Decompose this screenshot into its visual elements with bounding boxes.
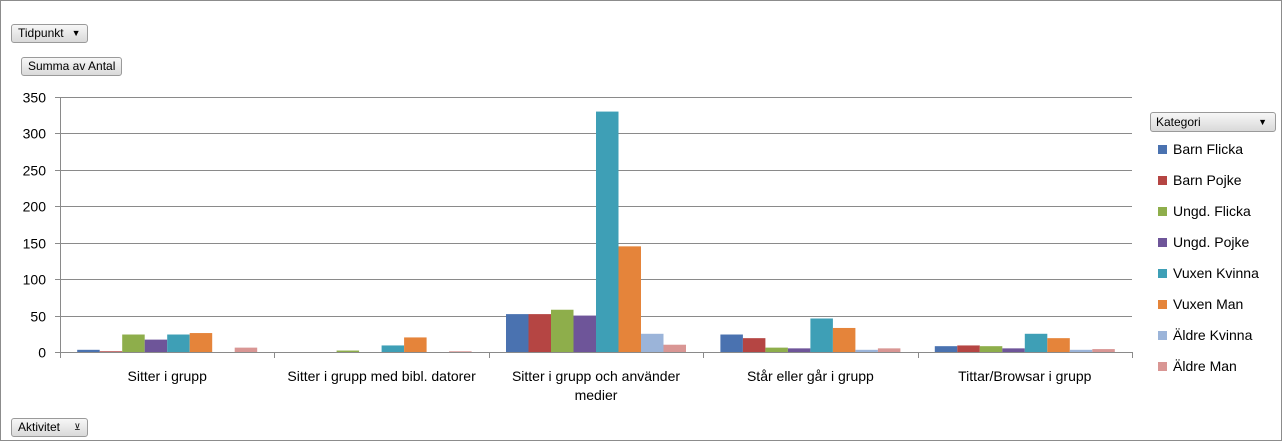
x-tick-label: Står eller går i grupp	[747, 368, 874, 384]
bar	[957, 345, 980, 352]
legend-label: Äldre Kvinna	[1173, 327, 1253, 343]
x-tick-label: Tittar/Browsar i grupp	[958, 368, 1092, 384]
legend-label: Äldre Man	[1173, 358, 1237, 374]
legend-item: Ungd. Flicka	[1158, 202, 1251, 220]
bar	[404, 337, 427, 352]
summa-av-antal-button[interactable]: Summa av Antal	[21, 57, 123, 76]
x-tick-label: medier	[575, 387, 618, 403]
bar	[934, 346, 958, 352]
kategori-filter-button[interactable]: Kategori ▼	[1150, 112, 1276, 132]
bar	[663, 344, 686, 352]
bar	[1069, 349, 1093, 352]
aktivitet-filter-button[interactable]: Aktivitet ⊻	[11, 418, 88, 437]
bar	[506, 314, 529, 352]
legend-item: Vuxen Kvinna	[1158, 264, 1259, 282]
legend-label: Barn Pojke	[1173, 172, 1242, 188]
y-tick-label: 100	[23, 272, 47, 288]
bar	[144, 339, 168, 352]
legend-swatch	[1158, 175, 1167, 185]
legend-swatch	[1158, 268, 1167, 278]
legend-label: Vuxen Man	[1173, 296, 1244, 312]
legend-label: Vuxen Kvinna	[1173, 265, 1259, 281]
legend-label: Barn Flicka	[1173, 141, 1244, 157]
bar	[449, 351, 472, 352]
legend-item: Ungd. Pojke	[1158, 233, 1249, 251]
x-tick-label: Sitter i grupp med bibl. datorer	[287, 368, 476, 384]
bar	[573, 315, 596, 352]
y-tick-label: 250	[23, 163, 47, 179]
x-tick-label: Sitter i grupp och använder	[512, 368, 680, 384]
bar	[189, 333, 213, 352]
bar	[832, 327, 856, 352]
legend-swatch	[1158, 361, 1167, 371]
bar	[77, 349, 100, 352]
legend-swatch	[1158, 237, 1167, 247]
bar	[336, 350, 360, 352]
bar	[99, 351, 123, 352]
filter-icon: ⊻	[74, 422, 81, 432]
bar	[167, 334, 190, 352]
bar	[855, 349, 878, 352]
legend-item: Äldre Kvinna	[1158, 326, 1252, 344]
bar	[1047, 338, 1070, 352]
legend-item: Vuxen Man	[1158, 295, 1243, 313]
bar	[810, 318, 833, 352]
legend-label: Ungd. Pojke	[1173, 234, 1250, 250]
dropdown-arrow-icon: ▼	[1258, 117, 1267, 127]
legend-swatch	[1158, 144, 1167, 154]
legend-label: Ungd. Flicka	[1173, 203, 1251, 219]
legend-item: Barn Pojke	[1158, 171, 1241, 189]
tidpunkt-label: Tidpunkt	[18, 26, 64, 40]
bar	[381, 345, 405, 352]
bar	[551, 309, 574, 352]
bar	[720, 334, 743, 352]
tidpunkt-filter-button[interactable]: Tidpunkt ▼	[11, 24, 88, 43]
y-tick-label: 150	[23, 236, 47, 252]
x-tick-label: Sitter i grupp	[128, 368, 208, 384]
bar	[1092, 349, 1115, 352]
bar	[618, 246, 641, 352]
kategori-label: Kategori	[1156, 115, 1201, 129]
bar	[1002, 348, 1025, 352]
legend: Kategori ▼ Barn Flicka Barn Pojke Ungd. Fli…	[1150, 112, 1276, 374]
aktivitet-label: Aktivitet	[18, 420, 61, 434]
legend-swatch	[1158, 299, 1167, 309]
bar	[765, 347, 788, 352]
bar	[742, 338, 766, 352]
bar	[1024, 333, 1048, 352]
bar	[528, 314, 551, 352]
bar	[641, 333, 664, 352]
summa-label: Summa av Antal	[28, 59, 116, 73]
y-tick-label: 200	[23, 199, 47, 215]
dropdown-arrow-icon: ▼	[71, 28, 81, 38]
y-tick-label: 50	[30, 309, 46, 325]
bar	[596, 111, 619, 352]
legend-swatch	[1158, 206, 1167, 216]
y-tick-label: 0	[38, 345, 46, 361]
y-tick-label: 350	[23, 90, 47, 106]
bar	[234, 347, 258, 352]
y-tick-label: 300	[23, 126, 47, 142]
bar	[979, 346, 1003, 352]
bar	[877, 348, 901, 352]
bar	[122, 334, 145, 352]
bar	[787, 348, 811, 352]
legend-item: Äldre Man	[1158, 357, 1237, 375]
legend-item: Barn Flicka	[1158, 140, 1243, 158]
legend-swatch	[1158, 330, 1167, 340]
